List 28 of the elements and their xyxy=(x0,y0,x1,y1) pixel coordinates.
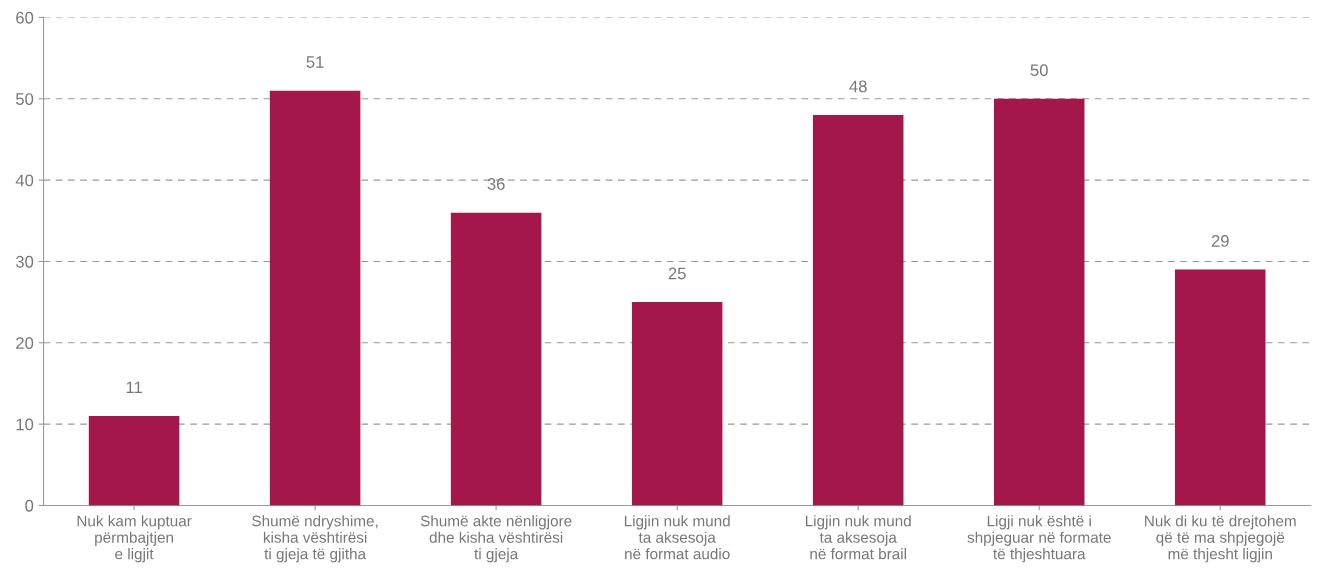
bar xyxy=(993,98,1085,506)
x-tick-label: Ligjin nuk mund ta aksesoja në format audio xyxy=(624,515,730,560)
y-tick-label: 0 xyxy=(25,499,34,512)
data-label: 11 xyxy=(126,381,142,394)
bar xyxy=(269,90,361,506)
bar xyxy=(88,416,180,506)
y-tick-label: 50 xyxy=(15,93,34,105)
data-label: 48 xyxy=(849,80,867,93)
x-tick-label: Shumë ndryshime, kisha vështirësi ti gjeja të gjitha xyxy=(252,515,378,563)
x-tick-label: Nuk di ku të drejtohem që të ma shpjegojë më thjesht ligjin xyxy=(1145,515,1296,563)
y-tick-label: 30 xyxy=(15,255,34,268)
bar xyxy=(631,302,723,506)
y-tick-label: 10 xyxy=(16,418,34,431)
x-tick-label: Ligjin nuk mund ta aksesoja në format brail xyxy=(805,515,911,560)
bar xyxy=(812,115,904,506)
x-tick-label: Ligji nuk është i shpjeguar në formate të thjeshtuara xyxy=(967,515,1111,563)
x-tick-label: Nuk kam kuptuar përmbajtjen e ligjit xyxy=(77,515,192,563)
data-label: 29 xyxy=(1211,235,1229,247)
data-label: 25 xyxy=(668,267,686,280)
data-label: 36 xyxy=(487,178,505,190)
x-tick-label: Shumë akte nënligjore dhe kisha vështirësi ti gjeja xyxy=(420,515,572,563)
y-tick-label: 60 xyxy=(16,11,34,24)
y-tick-label: 20 xyxy=(16,337,34,349)
bar xyxy=(450,212,542,506)
data-label: 51 xyxy=(306,56,324,68)
data-label: 50 xyxy=(1030,64,1048,77)
y-tick-label: 40 xyxy=(15,174,34,187)
bar xyxy=(1174,269,1266,506)
